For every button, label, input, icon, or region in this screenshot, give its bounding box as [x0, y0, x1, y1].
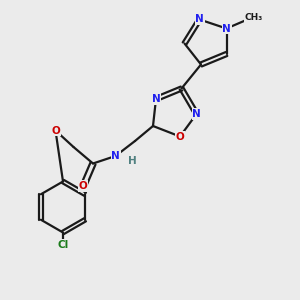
Text: Cl: Cl — [57, 240, 69, 250]
Text: O: O — [78, 181, 87, 191]
Text: CH₃: CH₃ — [245, 14, 263, 22]
Text: O: O — [51, 125, 60, 136]
Text: H: H — [128, 155, 136, 166]
Text: N: N — [192, 109, 201, 119]
Text: N: N — [222, 23, 231, 34]
Text: O: O — [176, 131, 184, 142]
Text: N: N — [195, 14, 204, 25]
Text: N: N — [111, 151, 120, 161]
Text: N: N — [152, 94, 160, 104]
